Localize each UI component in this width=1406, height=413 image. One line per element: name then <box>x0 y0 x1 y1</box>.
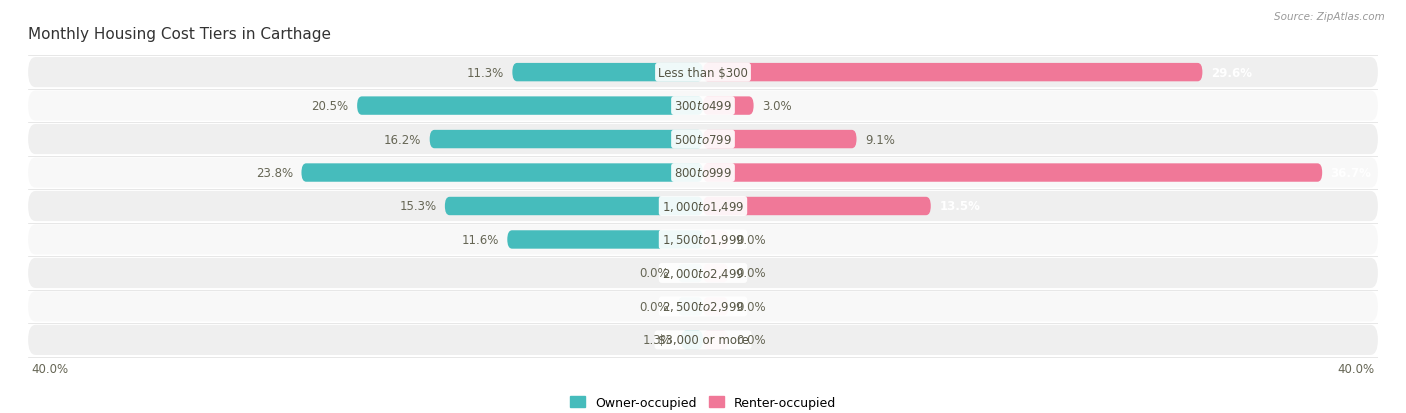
Text: $3,000 or more: $3,000 or more <box>658 334 748 347</box>
FancyBboxPatch shape <box>703 264 728 282</box>
FancyBboxPatch shape <box>28 258 1378 288</box>
FancyBboxPatch shape <box>678 264 703 282</box>
Text: Less than $300: Less than $300 <box>658 66 748 79</box>
Text: 11.3%: 11.3% <box>467 66 503 79</box>
Text: 36.7%: 36.7% <box>1330 166 1371 180</box>
FancyBboxPatch shape <box>681 331 703 349</box>
FancyBboxPatch shape <box>28 292 1378 322</box>
FancyBboxPatch shape <box>678 297 703 316</box>
Text: 0.0%: 0.0% <box>737 300 766 313</box>
Text: 3.0%: 3.0% <box>762 100 792 113</box>
FancyBboxPatch shape <box>703 231 728 249</box>
FancyBboxPatch shape <box>512 64 703 82</box>
Text: 0.0%: 0.0% <box>737 233 766 247</box>
Text: 16.2%: 16.2% <box>384 133 422 146</box>
FancyBboxPatch shape <box>28 58 1378 88</box>
FancyBboxPatch shape <box>28 158 1378 188</box>
FancyBboxPatch shape <box>703 97 754 116</box>
FancyBboxPatch shape <box>28 192 1378 221</box>
FancyBboxPatch shape <box>28 325 1378 355</box>
FancyBboxPatch shape <box>703 331 728 349</box>
FancyBboxPatch shape <box>703 297 728 316</box>
Text: 20.5%: 20.5% <box>312 100 349 113</box>
Text: 29.6%: 29.6% <box>1211 66 1251 79</box>
Text: 0.0%: 0.0% <box>737 267 766 280</box>
FancyBboxPatch shape <box>301 164 703 182</box>
Text: $2,000 to $2,499: $2,000 to $2,499 <box>662 266 744 280</box>
Text: 1.3%: 1.3% <box>643 334 672 347</box>
Text: $1,000 to $1,499: $1,000 to $1,499 <box>662 199 744 214</box>
Text: Monthly Housing Cost Tiers in Carthage: Monthly Housing Cost Tiers in Carthage <box>28 26 332 41</box>
FancyBboxPatch shape <box>28 225 1378 255</box>
FancyBboxPatch shape <box>703 197 931 216</box>
FancyBboxPatch shape <box>28 91 1378 121</box>
Text: 9.1%: 9.1% <box>865 133 894 146</box>
Text: 40.0%: 40.0% <box>31 362 69 375</box>
Text: 0.0%: 0.0% <box>640 267 669 280</box>
FancyBboxPatch shape <box>703 164 1322 182</box>
FancyBboxPatch shape <box>28 125 1378 155</box>
FancyBboxPatch shape <box>430 131 703 149</box>
Text: $2,500 to $2,999: $2,500 to $2,999 <box>662 300 744 313</box>
Text: 23.8%: 23.8% <box>256 166 292 180</box>
FancyBboxPatch shape <box>357 97 703 116</box>
FancyBboxPatch shape <box>508 231 703 249</box>
FancyBboxPatch shape <box>703 131 856 149</box>
Text: $1,500 to $1,999: $1,500 to $1,999 <box>662 233 744 247</box>
Text: $500 to $799: $500 to $799 <box>673 133 733 146</box>
Text: $300 to $499: $300 to $499 <box>673 100 733 113</box>
Text: $800 to $999: $800 to $999 <box>673 166 733 180</box>
Text: 15.3%: 15.3% <box>399 200 436 213</box>
Text: 13.5%: 13.5% <box>939 200 980 213</box>
FancyBboxPatch shape <box>703 64 1202 82</box>
Text: 0.0%: 0.0% <box>737 334 766 347</box>
Text: Source: ZipAtlas.com: Source: ZipAtlas.com <box>1274 12 1385 22</box>
Legend: Owner-occupied, Renter-occupied: Owner-occupied, Renter-occupied <box>565 391 841 413</box>
FancyBboxPatch shape <box>444 197 703 216</box>
Text: 0.0%: 0.0% <box>640 300 669 313</box>
Text: 40.0%: 40.0% <box>1337 362 1375 375</box>
Text: 11.6%: 11.6% <box>461 233 499 247</box>
